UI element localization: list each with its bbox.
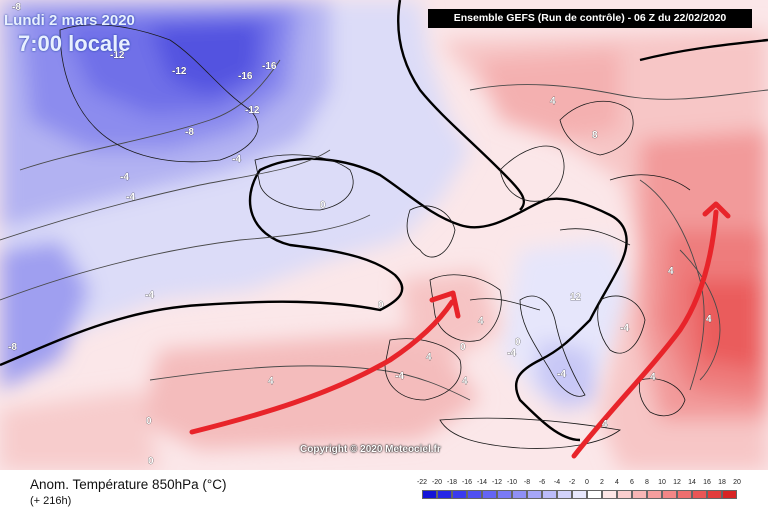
contour-label: 4 — [602, 419, 608, 430]
contour-label: 0 — [460, 342, 466, 353]
model-run-info: Ensemble GEFS (Run de contrôle) - 06 Z d… — [428, 9, 752, 28]
arrow-west-europe — [189, 299, 455, 435]
copyright-notice: Copyright © 2020 Meteociel.fr — [300, 444, 441, 455]
legend-tick: -4 — [553, 479, 561, 486]
legend-swatch — [632, 490, 647, 499]
contour-label: -16 — [238, 71, 253, 82]
legend-tick: 6 — [630, 479, 634, 486]
arrow-east-europe-head — [702, 201, 731, 219]
legend-tick: 14 — [688, 479, 696, 486]
legend-tick: 0 — [585, 479, 589, 486]
legend-swatch — [707, 490, 722, 499]
legend-swatch — [572, 490, 587, 499]
contour-label: -8 — [185, 127, 194, 138]
contour-label: -12 — [110, 50, 125, 61]
contour-label: 0 — [148, 456, 154, 467]
contour-label: 0 — [146, 416, 152, 427]
legend-tick: -18 — [446, 479, 458, 486]
isotherm-contours — [0, 59, 768, 401]
temperature-anomaly-map: -8 -12 -12 -16 -16 -12 -8 -4 -4 -4 -4 -8 0 0 0 0 0 4 4 4 4 4 8… — [0, 0, 768, 470]
contour-label: 4 — [550, 96, 556, 107]
legend-tick: -12 — [491, 479, 503, 486]
contour-label: -4 — [232, 154, 241, 165]
legend-tick: 12 — [673, 479, 681, 486]
legend-swatch — [722, 490, 737, 499]
contour-label: 4 — [462, 376, 468, 387]
contour-label: 4 — [650, 372, 656, 383]
warm-advection-arrows — [189, 201, 731, 459]
legend-swatch — [557, 490, 572, 499]
contour-label: 4 — [268, 376, 274, 387]
legend-swatch — [467, 490, 482, 499]
contour-label: 4 — [706, 314, 712, 325]
cold-anomaly-area — [0, 0, 640, 410]
legend-swatch — [437, 490, 452, 499]
legend-swatch — [662, 490, 677, 499]
legend-tick: -6 — [538, 479, 546, 486]
legend-tick: 18 — [718, 479, 726, 486]
contour-label: -4 — [126, 192, 135, 203]
map-footer: Anom. Température 850hPa (°C) (+ 216h) -… — [0, 470, 768, 512]
legend-tick: -16 — [461, 479, 473, 486]
legend-tick: -20 — [431, 479, 443, 486]
contour-label: -4 — [620, 323, 629, 334]
contour-label: -12 — [172, 66, 187, 77]
legend-tick: 4 — [615, 479, 619, 486]
warm-anomaly-area — [0, 30, 768, 470]
legend-swatch — [422, 490, 437, 499]
contour-label: 0 — [515, 337, 521, 348]
legend-swatch — [677, 490, 692, 499]
legend-swatch — [617, 490, 632, 499]
contour-labels: -8 -12 -12 -16 -16 -12 -8 -4 -4 -4 -4 -8 0 0 0 0 0 4 4 4 4 4 8… — [8, 2, 713, 468]
arrow-east-europe — [571, 209, 719, 459]
legend-tick: -14 — [476, 479, 488, 486]
contour-label: 4 — [426, 352, 432, 363]
forecast-date: Lundi 2 mars 2020 — [4, 12, 135, 29]
contour-label: -4 — [557, 369, 566, 380]
legend-tick: -2 — [568, 479, 576, 486]
legend-tick: -10 — [506, 479, 518, 486]
contour-label: 4 — [478, 316, 484, 327]
legend-swatch — [452, 490, 467, 499]
legend-swatch — [587, 490, 602, 499]
contour-label: -12 — [245, 105, 260, 116]
legend-swatch — [602, 490, 617, 499]
contour-label: -16 — [262, 61, 277, 72]
legend-swatch — [692, 490, 707, 499]
legend-tick: -22 — [416, 479, 428, 486]
contour-label: 0 — [320, 200, 326, 211]
legend-swatch — [512, 490, 527, 499]
legend-swatch — [497, 490, 512, 499]
contour-label: -4 — [395, 371, 404, 382]
contour-label: -4 — [145, 290, 154, 301]
arrow-west-europe-head — [429, 290, 461, 319]
contour-label: 8 — [592, 130, 598, 141]
color-scale-legend: -22 -20 -18 -16 -14 -12 -10 -8 -6 -4 -2 0 2 4 6 8 10 12 14… — [414, 479, 744, 509]
contour-label: -4 — [120, 172, 129, 183]
legend-tick: 2 — [600, 479, 604, 486]
zero-isotherm-contour — [0, 0, 768, 442]
contour-label: 12 — [570, 292, 582, 303]
legend-swatch — [647, 490, 662, 499]
coastlines — [59, 24, 691, 449]
legend-tick: 10 — [658, 479, 666, 486]
legend-tick: 8 — [645, 479, 649, 486]
legend-tick: 20 — [733, 479, 741, 486]
contour-label: 0 — [378, 300, 384, 311]
contour-label: -8 — [8, 342, 17, 353]
contour-label: -8 — [12, 2, 21, 13]
legend-swatch — [542, 490, 557, 499]
lead-time: (+ 216h) — [30, 495, 72, 507]
contour-label: -4 — [507, 348, 516, 359]
legend-swatch — [482, 490, 497, 499]
forecast-local-time: 7:00 locale — [18, 31, 131, 56]
legend-swatch — [527, 490, 542, 499]
legend-tick: 16 — [703, 479, 711, 486]
parameter-title: Anom. Température 850hPa (°C) — [30, 477, 227, 492]
legend-tick: -8 — [523, 479, 531, 486]
contour-label: 4 — [668, 266, 674, 277]
